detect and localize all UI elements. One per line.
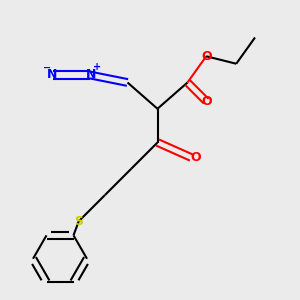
Text: O: O [201, 95, 211, 108]
Text: −: − [43, 62, 51, 73]
Text: N: N [85, 68, 96, 82]
Text: +: + [93, 62, 101, 72]
Text: O: O [201, 50, 211, 63]
Text: O: O [190, 151, 201, 164]
Text: S: S [74, 215, 83, 228]
Text: N: N [46, 68, 57, 82]
